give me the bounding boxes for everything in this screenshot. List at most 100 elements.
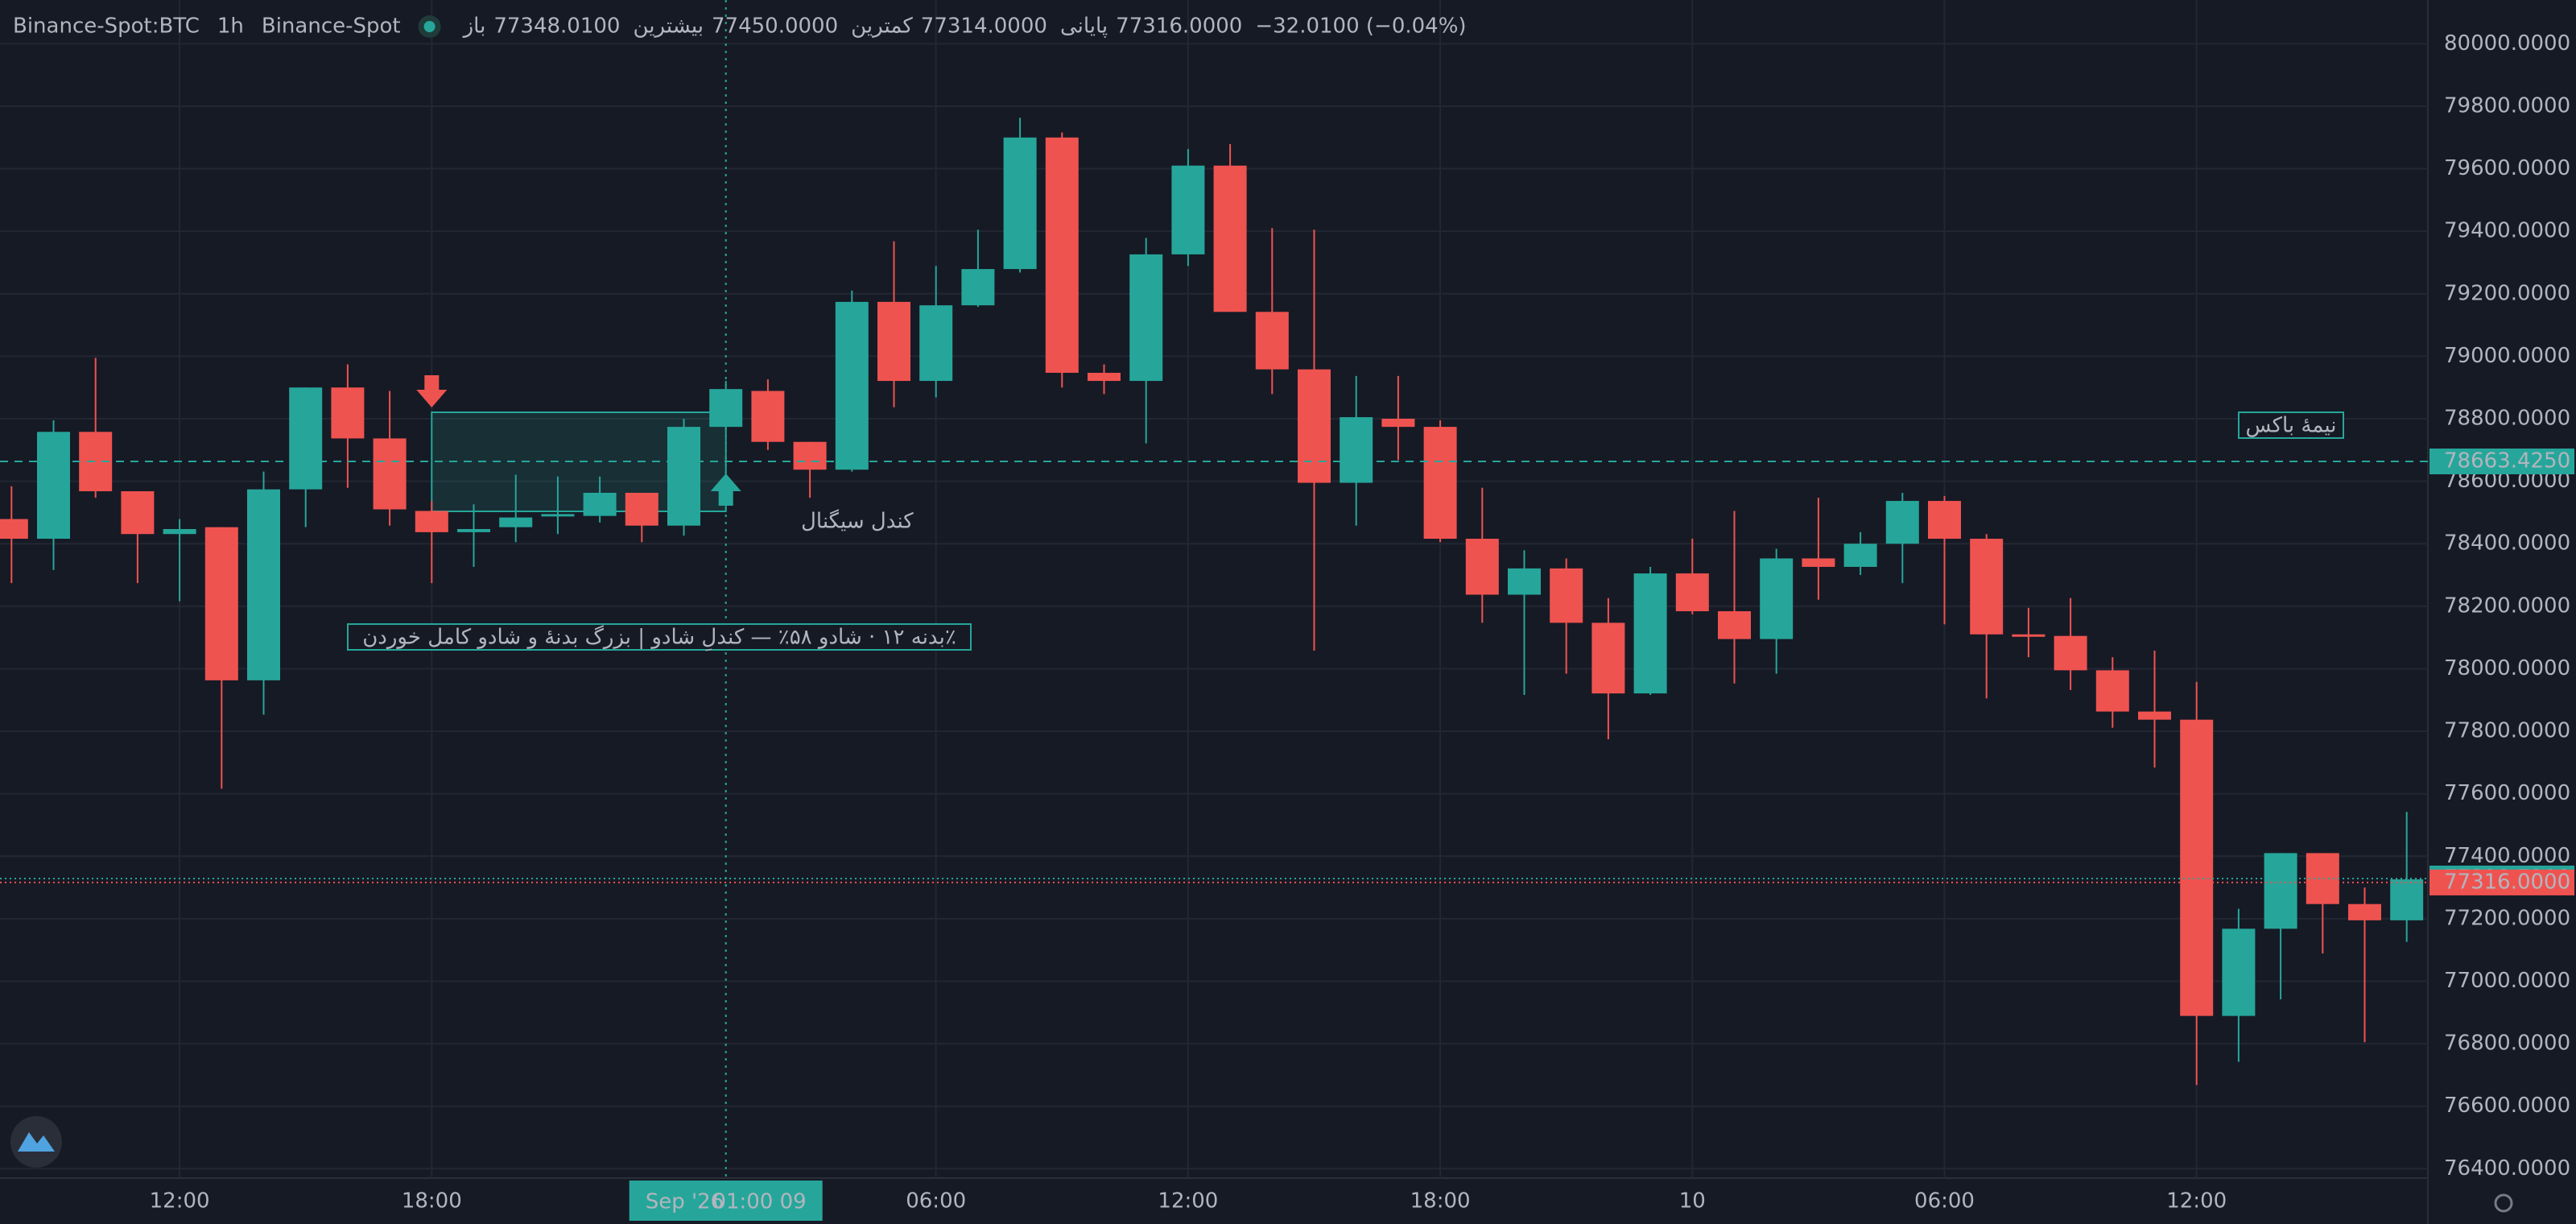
ohlc-value: 77314.0000 bbox=[921, 14, 1047, 39]
candle-body bbox=[1045, 137, 1079, 373]
candle-body bbox=[1003, 137, 1037, 270]
candle-body bbox=[2390, 879, 2424, 920]
candle-body bbox=[2095, 670, 2129, 712]
status-dot-core bbox=[423, 21, 436, 32]
price-tag bbox=[2429, 449, 2574, 475]
candle-body bbox=[121, 491, 155, 535]
candle-body bbox=[1550, 568, 1583, 623]
y-tick-label: 78200.0000 bbox=[2444, 593, 2570, 618]
y-tick-label: 77800.0000 bbox=[2444, 719, 2570, 743]
y-tick-label: 78800.0000 bbox=[2444, 407, 2570, 431]
rule-box bbox=[347, 623, 972, 651]
price-tag bbox=[2429, 869, 2574, 895]
candle-body bbox=[1508, 568, 1541, 595]
candle-body bbox=[667, 427, 700, 526]
candle-body bbox=[163, 528, 196, 535]
x-tick-label: 12:00 bbox=[2166, 1189, 2227, 1214]
x-tick-label: 18:00 bbox=[1410, 1189, 1471, 1214]
candle-body bbox=[1129, 254, 1163, 382]
candle-body bbox=[331, 387, 365, 439]
y-tick-label: 78000.0000 bbox=[2444, 656, 2570, 680]
candle-body bbox=[919, 305, 953, 382]
crosshair-date: Sep '26 bbox=[646, 1190, 724, 1214]
ohlc-label: پایانی bbox=[1060, 14, 1108, 39]
y-tick-label: 79800.0000 bbox=[2444, 93, 2570, 118]
mid-box bbox=[2238, 411, 2344, 439]
candle-body bbox=[2012, 634, 2046, 637]
y-tick-label: 77200.0000 bbox=[2444, 906, 2570, 930]
logo-icon bbox=[18, 1132, 55, 1152]
price-tag-label: 77316.0000 bbox=[2444, 870, 2570, 894]
change: −32.0100 (−0.04%) bbox=[1255, 14, 1466, 39]
y-tick-label: 76800.0000 bbox=[2444, 1032, 2570, 1056]
candle-body bbox=[1255, 312, 1289, 370]
candle-body bbox=[751, 391, 785, 442]
signal-label: کندل سیگنال bbox=[801, 509, 914, 534]
candle-body bbox=[2222, 928, 2256, 1016]
y-tick-label: 76400.0000 bbox=[2444, 1156, 2570, 1181]
ohlc-label: کمترین bbox=[851, 14, 913, 39]
y-tick-label: 79200.0000 bbox=[2444, 281, 2570, 305]
candle-body bbox=[1171, 165, 1205, 254]
candle-body bbox=[541, 514, 575, 517]
candle-body bbox=[877, 301, 910, 382]
crosshair-time-box bbox=[629, 1181, 823, 1221]
y-tick-label: 77600.0000 bbox=[2444, 781, 2570, 805]
candle-body bbox=[1340, 417, 1373, 483]
ohlc-value: 77450.0000 bbox=[712, 14, 838, 39]
candle-body bbox=[1465, 539, 1499, 595]
exchange: Binance-Spot bbox=[262, 14, 401, 39]
signal-arrow-up bbox=[710, 473, 741, 506]
settings-icon[interactable] bbox=[2494, 1193, 2513, 1213]
candle-body bbox=[457, 528, 490, 532]
candle-body bbox=[625, 492, 658, 526]
candle-body bbox=[247, 489, 280, 680]
y-tick-label: 79400.0000 bbox=[2444, 219, 2570, 243]
candle-body bbox=[583, 492, 617, 516]
y-tick-label: 78400.0000 bbox=[2444, 531, 2570, 556]
rule-label: بدنه ۱۲ · شادو ۵۸٪ — کندلِ شادو | بزرگ ب… bbox=[362, 625, 956, 652]
candle-body bbox=[499, 517, 533, 527]
y-tick-label: 80000.0000 bbox=[2444, 31, 2570, 56]
candle-body bbox=[1802, 558, 1835, 567]
candle-body bbox=[1718, 611, 1751, 639]
candle-body bbox=[373, 438, 407, 510]
price-tag-label: 78663.4250 bbox=[2444, 449, 2570, 473]
candle-body bbox=[961, 269, 995, 306]
y-tick-label: 76600.0000 bbox=[2444, 1094, 2570, 1118]
candle-body bbox=[2054, 635, 2087, 671]
ohlc-label: بیشترین bbox=[633, 14, 704, 39]
candle-body bbox=[1423, 427, 1457, 540]
x-tick-label: 06:00 bbox=[906, 1189, 966, 1214]
candle-body bbox=[1970, 539, 2004, 635]
candle-body bbox=[415, 511, 448, 532]
signal-arrow-down bbox=[416, 375, 448, 407]
candle-body bbox=[1213, 165, 1247, 312]
y-tick-label: 77400.0000 bbox=[2444, 844, 2570, 868]
candle-body bbox=[37, 432, 70, 540]
symbol: Binance-Spot:BTC bbox=[13, 14, 200, 39]
y-tick-label: 79000.0000 bbox=[2444, 344, 2570, 368]
x-tick-label: 18:00 bbox=[402, 1189, 462, 1214]
candle-body bbox=[1675, 573, 1709, 612]
x-tick-label: 10 bbox=[1679, 1189, 1706, 1214]
candle-body bbox=[1298, 369, 1331, 483]
candle-body bbox=[2264, 853, 2297, 929]
candle-body bbox=[204, 527, 238, 680]
x-tick-label: 06:00 bbox=[1914, 1189, 1975, 1214]
candle-body bbox=[1088, 372, 1121, 382]
candle-body bbox=[2138, 711, 2171, 720]
interval: 1h bbox=[217, 14, 244, 39]
logo[interactable] bbox=[10, 1116, 62, 1168]
ohlc-value: 77316.0000 bbox=[1116, 14, 1242, 39]
candle-body bbox=[1591, 622, 1625, 694]
candle-body bbox=[1885, 501, 1919, 544]
candle-body bbox=[1843, 544, 1877, 567]
x-tick-label: 12:00 bbox=[1158, 1189, 1218, 1214]
candle-body bbox=[1381, 419, 1415, 428]
candle-body bbox=[1633, 573, 1667, 694]
x-tick-label: 12:00 bbox=[150, 1189, 210, 1214]
